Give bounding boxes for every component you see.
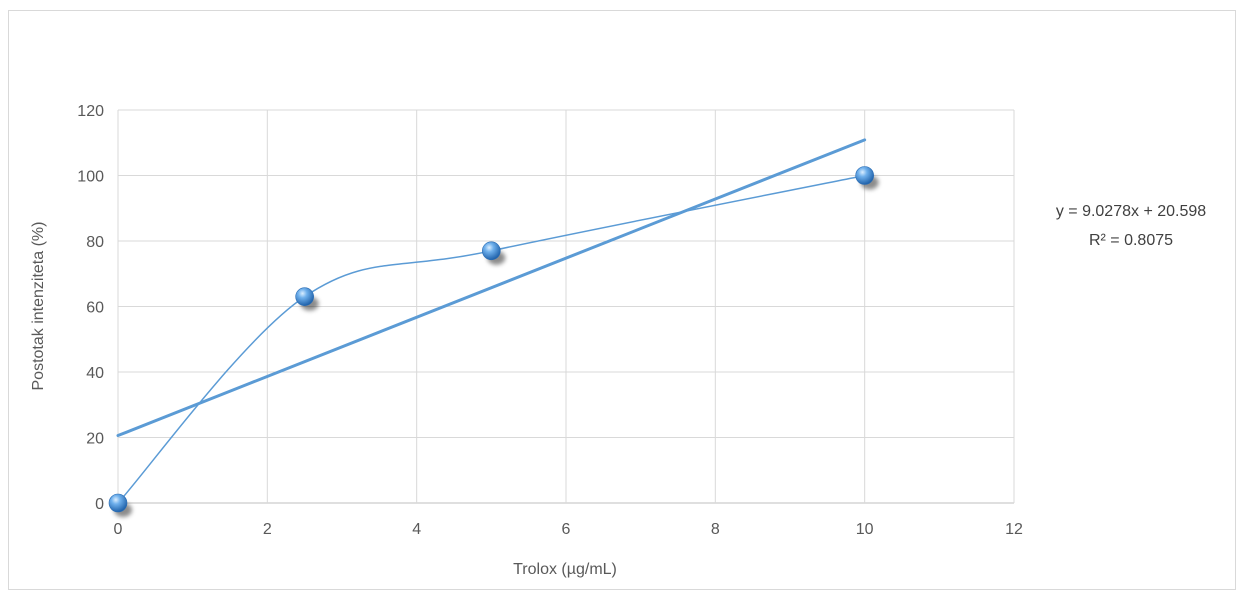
y-tick-label: 120 [77, 103, 104, 120]
x-tick-label: 0 [114, 521, 123, 538]
y-tick-label: 0 [95, 496, 104, 513]
y-axis-title: Postotak intenziteta (%) [30, 222, 47, 391]
chart-area [8, 10, 1236, 590]
y-tick-label: 80 [86, 234, 104, 251]
y-tick-label: 100 [77, 169, 104, 186]
data-point[interactable] [295, 287, 314, 306]
y-tick-label: 20 [86, 431, 104, 448]
data-point[interactable] [482, 241, 501, 261]
x-tick-label: 6 [562, 521, 571, 538]
series-line [117, 174, 865, 504]
x-tick-label: 12 [1005, 521, 1023, 538]
tick-labels: 0 20 40 60 80 100 120 0 2 4 6 8 10 12 [77, 103, 1023, 538]
trendline-r-squared: R² = 0.8075 [1089, 232, 1173, 249]
y-tick-label: 60 [86, 300, 104, 317]
x-axis-title: Trolox (µg/mL) [513, 561, 617, 578]
data-points [108, 166, 879, 517]
x-tick-label: 10 [856, 521, 874, 538]
x-tick-label: 8 [711, 521, 720, 538]
x-tick-label: 4 [412, 521, 421, 538]
trendline-equation: y = 9.0278x + 20.598 [1056, 203, 1206, 220]
x-tick-label: 2 [263, 521, 272, 538]
y-tick-label: 40 [86, 365, 104, 382]
data-point[interactable] [108, 493, 128, 513]
gridlines [117, 109, 1015, 504]
trendline [116, 138, 867, 438]
series-lines [116, 138, 867, 504]
data-point[interactable] [855, 166, 874, 185]
